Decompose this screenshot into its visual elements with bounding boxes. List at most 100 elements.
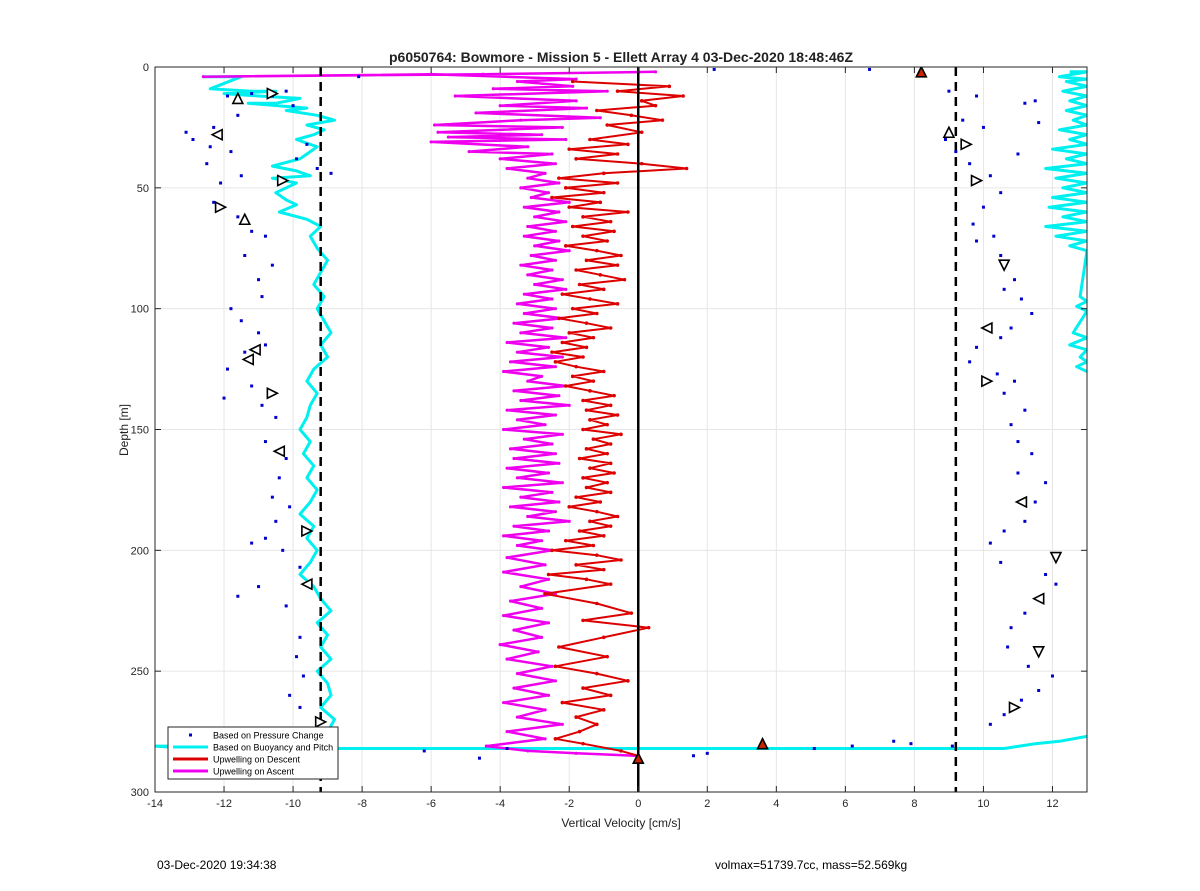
descent-point: [605, 654, 609, 659]
x-tick-label: -4: [495, 798, 505, 810]
triangle-marker: [1014, 495, 1028, 509]
pressure-point: [295, 157, 299, 161]
x-tick-label: -10: [285, 798, 301, 810]
descent-point: [584, 577, 589, 582]
descent-point: [595, 671, 599, 676]
ascent-point: [540, 606, 544, 610]
descent-point: [567, 147, 572, 151]
descent-point: [591, 543, 596, 548]
ascent-point: [519, 118, 523, 122]
descent-point: [560, 700, 565, 705]
ascent-point: [564, 220, 568, 224]
pressure-point: [1023, 611, 1027, 615]
ascent-point: [557, 210, 561, 214]
descent-point: [626, 142, 630, 147]
ascent-point: [505, 466, 509, 470]
pressure-point: [995, 372, 999, 376]
descent-point: [608, 524, 613, 528]
pressure-point: [295, 655, 299, 659]
pressure-point: [954, 150, 958, 154]
ascent-point: [543, 708, 547, 712]
x-tick-label: -14: [147, 798, 163, 810]
pressure-point: [263, 234, 267, 238]
pressure-point: [1033, 99, 1037, 103]
pressure-point: [1044, 481, 1048, 485]
descent-point: [608, 442, 613, 446]
footer-info: volmax=51739.7cc, mass=52.569kg: [715, 858, 908, 872]
legend-swatch: [189, 733, 192, 737]
descent-point: [622, 277, 627, 282]
pressure-point: [257, 585, 261, 589]
pressure-point: [1002, 391, 1006, 395]
ascent-point: [498, 157, 502, 161]
descent-point: [574, 563, 578, 567]
triangle-marker: [1032, 646, 1045, 659]
pressure-point: [263, 536, 267, 540]
ascent-point: [560, 432, 564, 436]
ascent-point: [522, 437, 526, 441]
pressure-point: [305, 142, 309, 146]
ascent-point: [557, 461, 561, 465]
descent-point: [608, 693, 613, 698]
pressure-point: [229, 150, 233, 154]
pressure-point: [236, 113, 240, 117]
ascent-point: [550, 490, 554, 494]
x-tick-label: -12: [216, 798, 232, 810]
descent-point: [601, 635, 606, 640]
descent-point: [615, 302, 620, 306]
ascent-point: [491, 87, 495, 91]
ascent-point: [522, 205, 526, 209]
descent-point: [574, 715, 578, 719]
descent-point: [588, 466, 592, 470]
ascent-point: [564, 336, 568, 340]
y-tick-label: 150: [131, 425, 149, 437]
descent-point: [595, 108, 599, 113]
descent-point: [563, 244, 568, 248]
ascent-point: [540, 133, 544, 137]
pressure-point: [243, 350, 247, 354]
pressure-point: [243, 254, 247, 257]
ascent-point: [502, 369, 506, 374]
ascent-point: [515, 543, 520, 548]
pressure-point: [250, 92, 254, 96]
ascent-point: [553, 162, 558, 166]
triangle-marker: [266, 386, 280, 400]
pressure-point: [1002, 287, 1006, 291]
descent-point: [605, 123, 609, 127]
ascent-point: [540, 374, 544, 378]
descent-point: [601, 567, 606, 572]
ascent-point: [605, 89, 609, 93]
ascent-point: [526, 749, 530, 753]
pressure-point: [270, 263, 274, 267]
pressure-point: [981, 125, 985, 129]
pressure-point: [274, 415, 278, 419]
pressure-point: [260, 295, 264, 299]
ascent-point: [553, 510, 558, 514]
ascent-point: [498, 104, 502, 108]
pressure-point: [1009, 326, 1013, 330]
pressure-point: [999, 191, 1003, 195]
ascent-point: [564, 287, 568, 291]
series-line-buoyancy-pitch: [155, 75, 1087, 750]
ascent-point: [429, 72, 433, 76]
ascent-point: [505, 408, 509, 412]
pressure-point: [219, 181, 223, 185]
y-axis-label: Depth [m]: [117, 404, 131, 456]
triangle-marker: [942, 125, 956, 139]
legend-label: Upwelling on Ascent: [213, 767, 295, 777]
x-tick-label: 12: [1046, 798, 1058, 810]
legend-label: Upwelling on Descent: [213, 755, 301, 765]
triangle-marker: [241, 353, 254, 366]
pressure-point: [1033, 500, 1037, 504]
pressure-point: [212, 125, 216, 129]
ascent-point: [508, 360, 513, 364]
pressure-point: [868, 67, 872, 71]
pressure-point: [971, 222, 975, 226]
descent-point: [570, 79, 575, 84]
ascent-point: [553, 452, 558, 456]
descent-point: [543, 592, 547, 596]
descent-point: [646, 625, 651, 630]
ascent-point: [529, 195, 533, 200]
ascent-point: [515, 302, 520, 306]
ascent-point: [512, 686, 516, 690]
